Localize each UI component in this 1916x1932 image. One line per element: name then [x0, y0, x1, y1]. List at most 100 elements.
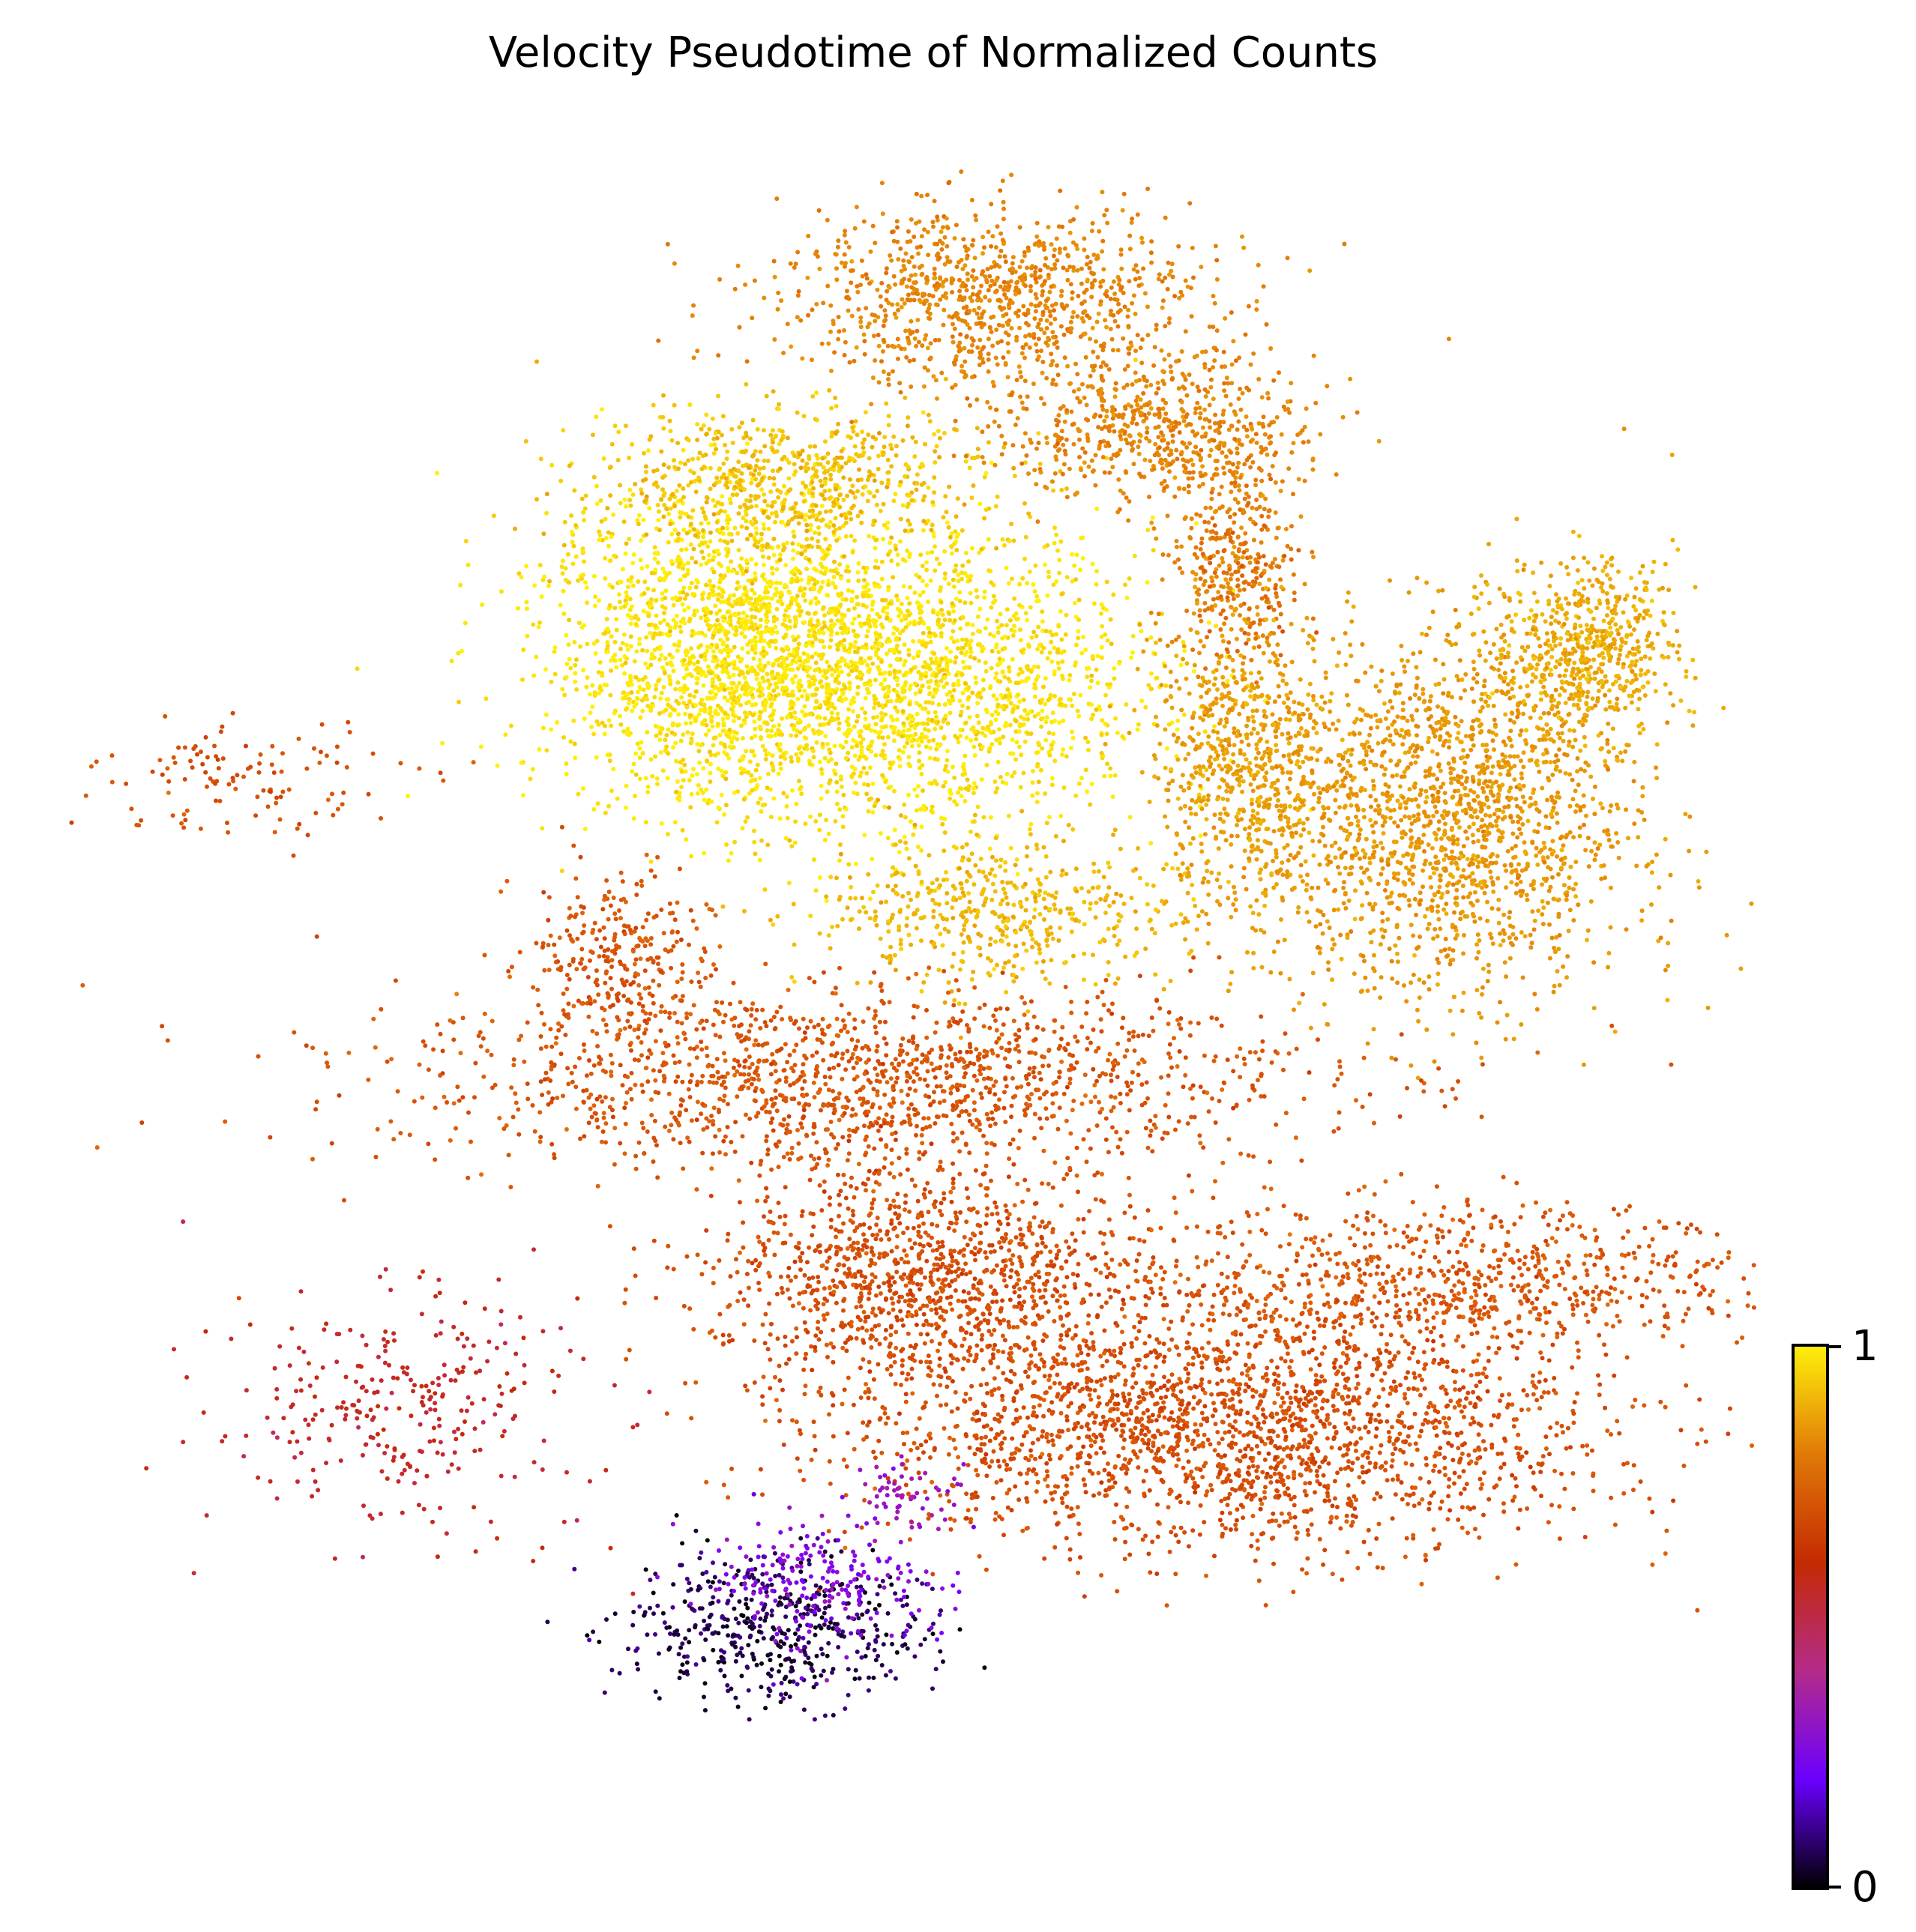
data-point [934, 556, 939, 561]
data-point [825, 217, 830, 223]
data-point [858, 656, 864, 661]
data-point [906, 647, 912, 653]
data-point [1004, 918, 1010, 923]
data-point [951, 584, 957, 589]
data-point [988, 686, 992, 690]
data-point [739, 631, 744, 636]
data-point [716, 721, 720, 726]
data-point [681, 732, 686, 737]
data-point [795, 728, 799, 733]
data-point [708, 486, 713, 492]
data-point [956, 790, 960, 795]
data-point [971, 725, 976, 730]
data-point [863, 410, 868, 415]
data-point [1006, 665, 1011, 670]
data-point [773, 681, 778, 686]
data-point [672, 820, 678, 825]
data-point [771, 468, 775, 474]
data-point [1009, 576, 1014, 582]
data-point [725, 449, 730, 454]
data-point [942, 675, 948, 680]
data-point [633, 701, 639, 707]
data-point [656, 725, 661, 730]
data-point [822, 837, 828, 842]
data-point [1049, 893, 1055, 899]
data-point [714, 475, 720, 480]
data-point [725, 540, 730, 546]
data-point [986, 568, 992, 573]
data-point [888, 663, 893, 668]
data-point [770, 566, 774, 570]
data-point [935, 757, 940, 762]
data-point [1016, 729, 1022, 734]
data-point [945, 877, 950, 882]
data-point [1010, 261, 1015, 266]
data-point [832, 457, 837, 462]
data-point [900, 894, 906, 899]
data-point [681, 562, 687, 567]
data-point [1059, 487, 1064, 492]
data-point [766, 771, 771, 776]
data-point [894, 637, 899, 642]
data-point [975, 804, 980, 809]
data-point [666, 751, 671, 756]
data-point [727, 497, 732, 502]
data-point [979, 547, 984, 552]
data-point [710, 416, 715, 421]
data-point [766, 660, 771, 665]
data-point [1000, 932, 1005, 938]
data-point [534, 359, 539, 364]
data-point [921, 410, 926, 415]
data-point [1019, 905, 1024, 909]
data-point [834, 538, 840, 543]
data-point [582, 506, 588, 511]
data-point [1004, 607, 1010, 612]
data-point [1064, 612, 1069, 618]
data-point [761, 702, 766, 707]
data-point [880, 625, 885, 630]
data-point [1030, 780, 1035, 785]
data-point [1045, 593, 1050, 598]
data-point [1012, 883, 1017, 888]
data-point [677, 561, 682, 567]
data-point [897, 839, 903, 844]
data-point [677, 639, 682, 644]
data-point [717, 277, 723, 282]
data-point [755, 762, 760, 767]
data-point [1043, 890, 1048, 896]
data-point [530, 767, 535, 772]
data-point [1182, 648, 1187, 653]
data-point [886, 636, 891, 642]
data-point [725, 609, 730, 615]
data-point [675, 538, 681, 543]
data-point [874, 637, 879, 642]
data-point [884, 401, 889, 406]
data-point [725, 698, 730, 703]
data-point [691, 527, 696, 532]
data-point [851, 695, 856, 701]
data-point [894, 219, 900, 224]
data-point [1194, 521, 1199, 526]
data-point [1163, 215, 1168, 220]
data-point [849, 668, 855, 674]
data-point [690, 773, 695, 778]
data-point [716, 766, 721, 771]
data-point [919, 482, 924, 487]
data-point [1046, 731, 1052, 735]
data-point [821, 465, 826, 470]
data-point [937, 883, 942, 888]
data-point [1088, 802, 1093, 807]
data-point [680, 827, 685, 833]
data-point [1006, 942, 1011, 947]
data-point [1052, 693, 1057, 698]
data-point [901, 721, 906, 726]
data-point [933, 460, 938, 465]
data-point [943, 779, 948, 785]
data-point [723, 509, 728, 514]
data-point [968, 600, 974, 606]
data-point [757, 693, 762, 698]
data-point [740, 755, 745, 760]
data-point [932, 432, 937, 437]
data-point [830, 672, 835, 677]
data-point [703, 657, 708, 662]
